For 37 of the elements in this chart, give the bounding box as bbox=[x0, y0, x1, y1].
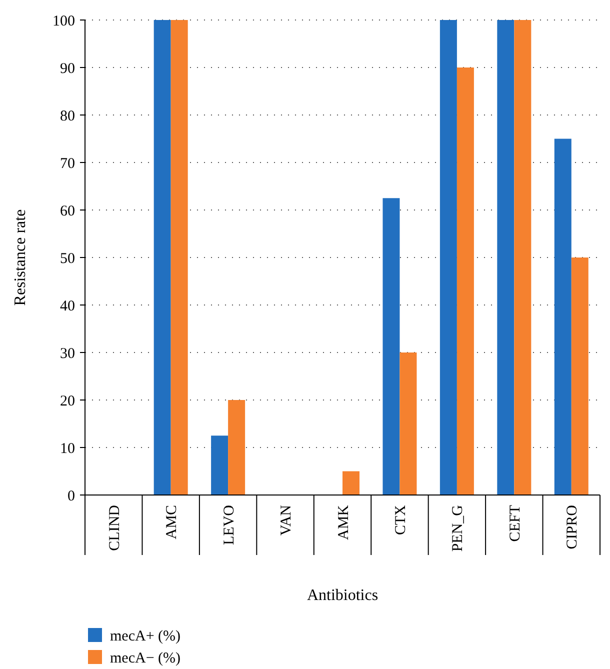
y-tick-label: 100 bbox=[52, 13, 75, 30]
legend-label: mecA+ (%) bbox=[110, 628, 181, 644]
y-tick-label: 60 bbox=[60, 203, 75, 220]
bar bbox=[571, 258, 588, 495]
x-tick-label: VAN bbox=[278, 504, 295, 536]
bar bbox=[554, 138, 572, 495]
x-tick-label: AMK bbox=[336, 504, 352, 540]
bar bbox=[170, 20, 188, 495]
x-tick-label: CLIND bbox=[106, 504, 123, 551]
y-tick-label: 50 bbox=[60, 250, 75, 267]
y-tick-label: 20 bbox=[60, 393, 75, 410]
bar bbox=[382, 198, 400, 495]
y-tick-label: 70 bbox=[60, 156, 75, 172]
x-axis-title: Antibiotics bbox=[306, 587, 378, 604]
y-tick-label: 80 bbox=[60, 108, 75, 124]
bar bbox=[154, 20, 171, 495]
y-tick-label: 10 bbox=[60, 440, 75, 457]
x-tick-label: CIPRO bbox=[564, 504, 581, 550]
bar bbox=[514, 20, 532, 495]
bar bbox=[211, 436, 228, 495]
x-tick-label: CTX bbox=[392, 504, 409, 535]
x-tick-label: LEVO bbox=[221, 504, 238, 545]
x-tick-label: PEN_G bbox=[450, 504, 466, 552]
x-tick-label: AMC bbox=[164, 505, 180, 540]
y-tick-label: 30 bbox=[60, 346, 75, 362]
legend-label: mecA− (%) bbox=[110, 650, 181, 666]
y-tick-label: 40 bbox=[60, 298, 75, 314]
bar bbox=[228, 400, 246, 495]
bar bbox=[440, 20, 457, 495]
y-tick-label: 90 bbox=[60, 60, 75, 77]
bar bbox=[497, 20, 514, 495]
bar bbox=[456, 68, 474, 495]
x-tick-label: CEFT bbox=[507, 505, 524, 542]
bar bbox=[342, 471, 360, 495]
y-tick-label: 0 bbox=[68, 488, 75, 504]
bar bbox=[400, 352, 417, 495]
y-axis-title: Resistance rate bbox=[12, 209, 29, 306]
